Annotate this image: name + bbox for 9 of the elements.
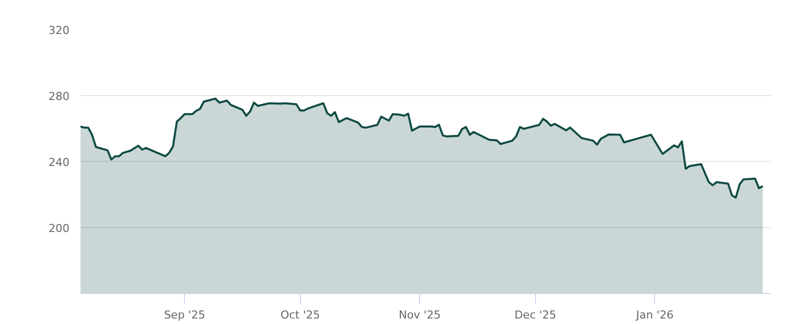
x-tick-label: Sep '25 (164, 308, 206, 322)
x-tick-label: Nov '25 (398, 308, 441, 322)
y-tick-label: 200 (48, 222, 70, 235)
x-tick-label: Oct '25 (280, 308, 320, 322)
y-tick-label: 320 (48, 24, 70, 37)
y-tick-label: 240 (48, 156, 70, 169)
x-tick-label: Dec '25 (514, 308, 556, 322)
x-tick-label: Jan '26 (635, 308, 674, 322)
y-tick-label: 280 (48, 90, 70, 103)
